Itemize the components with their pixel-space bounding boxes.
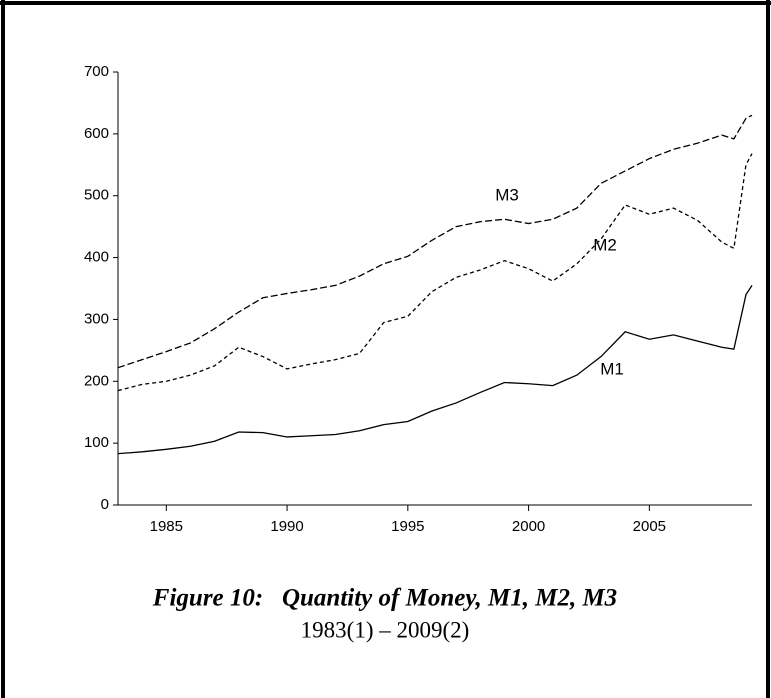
y-tick-label: 400 (84, 249, 109, 266)
x-tick-label: 2000 (512, 518, 545, 535)
series-label: M1 (600, 359, 624, 378)
y-tick-label: 300 (84, 310, 109, 327)
x-tick-label: 2005 (633, 518, 666, 535)
caption-title: Figure 10: Quantity of Money, M1, M2, M3 (152, 585, 617, 612)
caption-subtitle: 1983(1) – 2009(2) (301, 617, 470, 642)
series-line (117, 285, 753, 455)
y-tick-label: 0 (101, 496, 109, 513)
series-label: M2 (593, 235, 617, 254)
y-tick-label: 500 (84, 187, 109, 204)
series-line (117, 153, 753, 392)
x-tick-label: 1985 (150, 518, 183, 535)
x-tick-label: 1990 (270, 518, 303, 535)
y-tick-label: 600 (84, 125, 109, 142)
y-tick-label: 100 (84, 434, 109, 451)
series-line (117, 114, 753, 369)
y-tick-label: 700 (84, 63, 109, 80)
y-tick-label: 200 (84, 372, 109, 389)
series-label: M3 (495, 185, 519, 204)
x-tick-label: 1995 (391, 518, 424, 535)
